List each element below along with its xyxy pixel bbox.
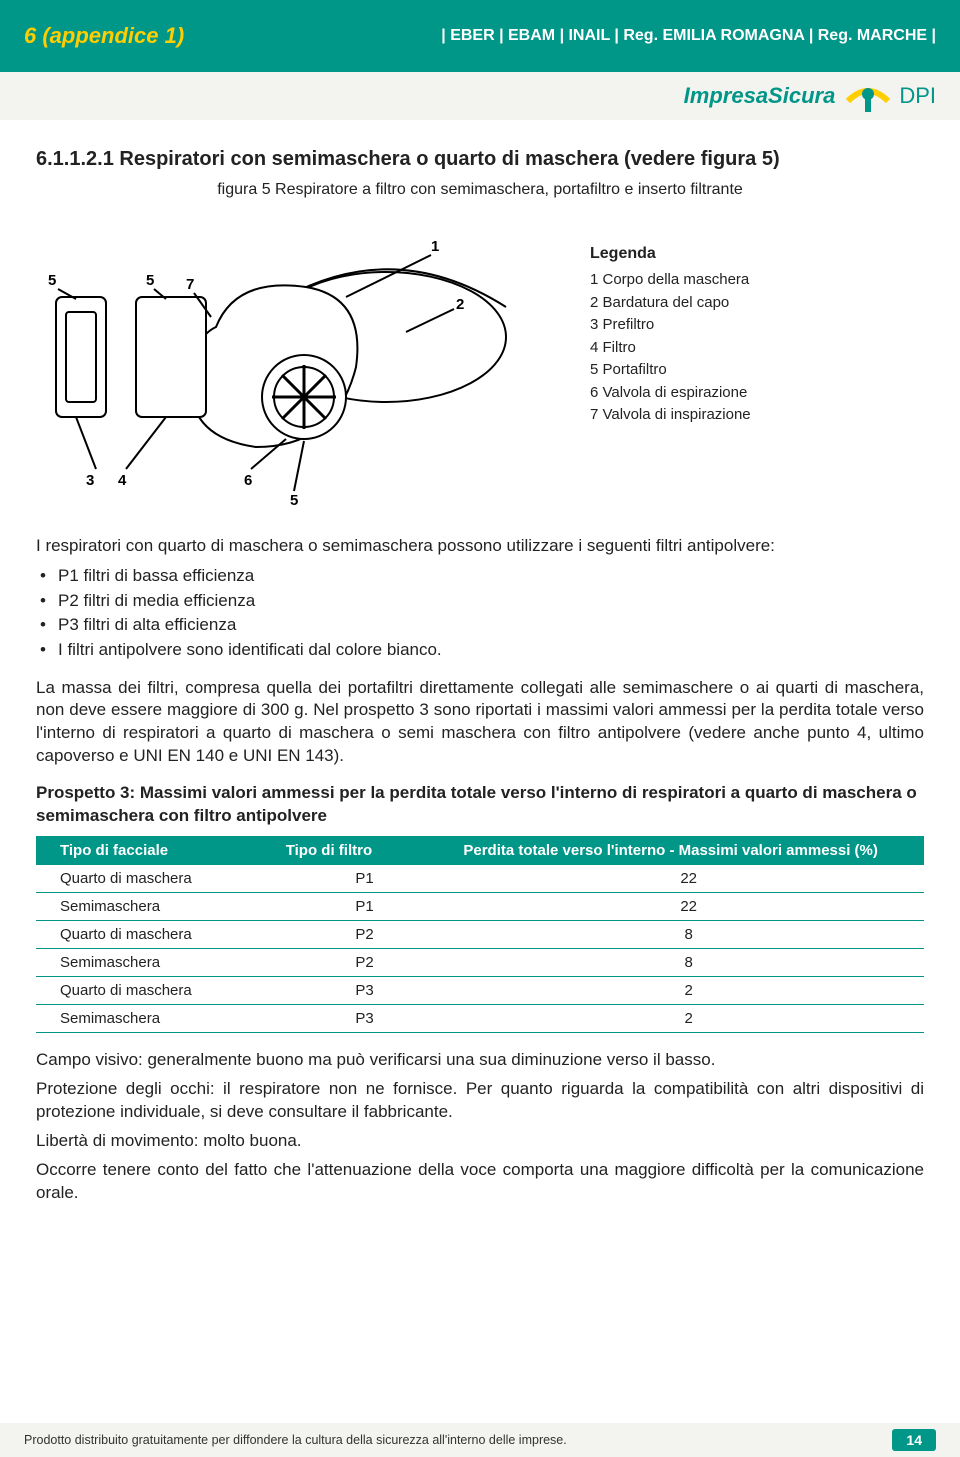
figure-caption: figura 5 Respiratore a filtro con semima…	[36, 181, 924, 199]
section-title: 6.1.1.2.1 Respiratori con semimaschera o…	[36, 148, 924, 171]
table-header: Tipo di facciale	[36, 836, 276, 865]
figure-row: 5 5 7 1 2 3 4 6 5 Legenda 1 Corpo della …	[36, 217, 924, 507]
brand-suffix: DPI	[899, 83, 936, 109]
svg-text:2: 2	[456, 296, 464, 313]
legend-item: 2 Bardatura del capo	[590, 292, 751, 315]
closing-paragraph: Occorre tenere conto del fatto che l'att…	[36, 1159, 924, 1205]
header-left-label: 6 (appendice 1)	[24, 23, 184, 49]
main-content: 6.1.1.2.1 Respiratori con semimaschera o…	[0, 120, 960, 1205]
cell-value: 8	[453, 949, 924, 977]
respirator-figure: 5 5 7 1 2 3 4 6 5	[36, 217, 556, 507]
legend-item: 4 Filtro	[590, 337, 751, 360]
svg-text:3: 3	[86, 472, 94, 489]
filter-list: P1 filtri di bassa efficienza P2 filtri …	[36, 564, 924, 663]
cell-filter: P2	[276, 921, 454, 949]
cell-facciale: Semimaschera	[36, 949, 276, 977]
cell-value: 2	[453, 1005, 924, 1033]
svg-text:7: 7	[186, 276, 194, 293]
cell-facciale: Semimaschera	[36, 1005, 276, 1033]
intro-paragraph: I respiratori con quarto di maschera o s…	[36, 535, 924, 558]
svg-text:6: 6	[244, 472, 252, 489]
cell-facciale: Quarto di maschera	[36, 977, 276, 1005]
cell-value: 2	[453, 977, 924, 1005]
legend-title: Legenda	[590, 245, 751, 263]
table-header: Tipo di filtro	[276, 836, 454, 865]
legend-item: 3 Prefiltro	[590, 314, 751, 337]
cell-value: 22	[453, 893, 924, 921]
svg-text:1: 1	[431, 238, 439, 255]
cell-filter: P1	[276, 865, 454, 893]
legend-item: 7 Valvola di inspirazione	[590, 404, 751, 427]
list-item: P3 filtri di alta efficienza	[36, 613, 924, 638]
brand-strip: ImpresaSicura DPI	[0, 72, 960, 120]
page-number-badge: 14	[892, 1429, 936, 1451]
svg-text:4: 4	[118, 472, 127, 489]
list-item: P2 filtri di media efficienza	[36, 589, 924, 614]
cell-filter: P1	[276, 893, 454, 921]
cell-filter: P3	[276, 1005, 454, 1033]
legend-item: 6 Valvola di espirazione	[590, 382, 751, 405]
cell-facciale: Quarto di maschera	[36, 865, 276, 893]
cell-filter: P2	[276, 949, 454, 977]
brand-logo-icon	[843, 76, 893, 116]
svg-text:5: 5	[146, 272, 154, 289]
legend: Legenda 1 Corpo della maschera 2 Bardatu…	[590, 217, 751, 507]
list-item: P1 filtri di bassa efficienza	[36, 564, 924, 589]
svg-text:5: 5	[48, 272, 56, 289]
footer-text: Prodotto distribuito gratuitamente per d…	[24, 1433, 567, 1447]
brand-name: ImpresaSicura	[684, 83, 836, 109]
cell-filter: P3	[276, 977, 454, 1005]
svg-text:5: 5	[290, 492, 298, 507]
closing-paragraph: Protezione degli occhi: il respiratore n…	[36, 1078, 924, 1124]
table-row: SemimascheraP122	[36, 893, 924, 921]
table-row: Quarto di mascheraP28	[36, 921, 924, 949]
closing-paragraph: Libertà di movimento: molto buona.	[36, 1130, 924, 1153]
table-row: SemimascheraP28	[36, 949, 924, 977]
prospetto-title: Prospetto 3: Massimi valori ammessi per …	[36, 782, 924, 828]
table-row: Quarto di mascheraP122	[36, 865, 924, 893]
cell-facciale: Semimaschera	[36, 893, 276, 921]
legend-item: 1 Corpo della maschera	[590, 269, 751, 292]
mass-paragraph: La massa dei filtri, compresa quella dei…	[36, 677, 924, 769]
table-row: SemimascheraP32	[36, 1005, 924, 1033]
table-row: Quarto di mascheraP32	[36, 977, 924, 1005]
cell-value: 22	[453, 865, 924, 893]
prospetto-table: Tipo di facciale Tipo di filtro Perdita …	[36, 836, 924, 1033]
cell-value: 8	[453, 921, 924, 949]
header-right-label: | EBER | EBAM | INAIL | Reg. EMILIA ROMA…	[441, 27, 936, 45]
closing-paragraph: Campo visivo: generalmente buono ma può …	[36, 1049, 924, 1072]
list-item: I filtri antipolvere sono identificati d…	[36, 638, 924, 663]
table-header: Perdita totale verso l'interno - Massimi…	[453, 836, 924, 865]
cell-facciale: Quarto di maschera	[36, 921, 276, 949]
page-footer: Prodotto distribuito gratuitamente per d…	[0, 1423, 960, 1457]
legend-item: 5 Portafiltro	[590, 359, 751, 382]
page-header: 6 (appendice 1) | EBER | EBAM | INAIL | …	[0, 0, 960, 72]
